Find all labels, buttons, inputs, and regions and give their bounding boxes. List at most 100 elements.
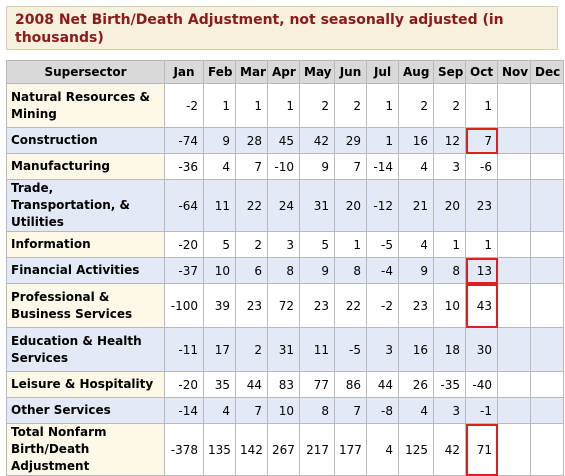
- cell-sep: 2: [433, 83, 466, 128]
- cell-jan: -2: [164, 83, 204, 128]
- column-header-may: May: [299, 60, 335, 84]
- cell-may: 9: [299, 153, 335, 180]
- cell-may: 5: [299, 231, 335, 258]
- cell-jul: -14: [366, 153, 399, 180]
- cell-jul: -5: [366, 231, 399, 258]
- cell-apr: 10: [267, 397, 300, 424]
- cell-nov: [497, 231, 531, 258]
- column-header-feb: Feb: [203, 60, 236, 84]
- cell-aug: 4: [398, 231, 434, 258]
- cell-jul: 4: [366, 423, 399, 476]
- cell-jul: 1: [366, 83, 399, 128]
- cell-jan: -64: [164, 179, 204, 232]
- cell-jul: -12: [366, 179, 399, 232]
- cell-dec: [530, 153, 564, 180]
- cell-jul: -2: [366, 283, 399, 328]
- cell-oct: -40: [465, 371, 498, 398]
- cell-jun: 8: [334, 257, 367, 284]
- cell-jan: -20: [164, 231, 204, 258]
- column-header-jun: Jun: [334, 60, 367, 84]
- cell-jul: -8: [366, 397, 399, 424]
- cell-dec: [530, 231, 564, 258]
- cell-may: 42: [299, 127, 335, 154]
- column-header-apr: Apr: [267, 60, 300, 84]
- cell-dec: [530, 179, 564, 232]
- cell-jan: -11: [164, 327, 204, 372]
- column-header-jul: Jul: [366, 60, 399, 84]
- table-row-education-and-health-services: Education & Health Services -11 17 2 31 11 -5 3…: [6, 327, 564, 372]
- cell-jul: -4: [366, 257, 399, 284]
- cell-oct: 43: [465, 283, 498, 328]
- cell-apr: 3: [267, 231, 300, 258]
- cell-jun: 86: [334, 371, 367, 398]
- cell-jan: -378: [164, 423, 204, 476]
- column-header-sep: Sep: [433, 60, 466, 84]
- cell-nov: [497, 83, 531, 128]
- table-row-trade-transportation-and-utilities: Trade, Transportation, & Utilities -64 11 2…: [6, 179, 564, 232]
- cell-oct: 1: [465, 83, 498, 128]
- cell-apr: -10: [267, 153, 300, 180]
- cell-jul: 3: [366, 327, 399, 372]
- table-row-manufacturing: Manufacturing -36 4 7 -10 9 7 -14 4 3 -6: [6, 153, 564, 180]
- column-header-jan: Jan: [164, 60, 204, 84]
- cell-jun: 7: [334, 153, 367, 180]
- cell-mar: 44: [235, 371, 268, 398]
- cell-mar: 7: [235, 153, 268, 180]
- cell-dec: [530, 327, 564, 372]
- cell-feb: 5: [203, 231, 236, 258]
- table-row-professional-and-business-services: Professional & Business Services -100 39 23…: [6, 283, 564, 328]
- cell-feb: 4: [203, 153, 236, 180]
- cell-sep: -35: [433, 371, 466, 398]
- cell-nov: [497, 283, 531, 328]
- cell-mar: 28: [235, 127, 268, 154]
- cell-dec: [530, 127, 564, 154]
- cell-may: 9: [299, 257, 335, 284]
- cell-jun: 2: [334, 83, 367, 128]
- cell-nov: [497, 423, 531, 476]
- cell-jun: 29: [334, 127, 367, 154]
- table-row-other-services: Other Services -14 4 7 10 8 7 -8 4 3 -1: [6, 397, 564, 424]
- column-header-aug: Aug: [398, 60, 434, 84]
- cell-sep: 20: [433, 179, 466, 232]
- cell-sep: 3: [433, 397, 466, 424]
- row-label: Trade, Transportation, & Utilities: [6, 179, 165, 232]
- row-label: Leisure & Hospitality: [6, 371, 165, 398]
- cell-nov: [497, 397, 531, 424]
- cell-feb: 135: [203, 423, 236, 476]
- cell-nov: [497, 127, 531, 154]
- cell-nov: [497, 179, 531, 232]
- table-row-financial-activities: Financial Activities -37 10 6 8 9 8 -4 9 8 13: [6, 257, 564, 284]
- cell-nov: [497, 257, 531, 284]
- cell-oct: 13: [465, 257, 498, 284]
- column-header-dec: Dec: [530, 60, 564, 84]
- cell-jul: 44: [366, 371, 399, 398]
- cell-nov: [497, 327, 531, 372]
- cell-mar: 6: [235, 257, 268, 284]
- cell-apr: 72: [267, 283, 300, 328]
- cell-mar: 1: [235, 83, 268, 128]
- cell-aug: 21: [398, 179, 434, 232]
- cell-jun: 7: [334, 397, 367, 424]
- table-row-construction: Construction -74 9 28 45 42 29 1 16 12 7: [6, 127, 564, 154]
- cell-feb: 17: [203, 327, 236, 372]
- cell-mar: 2: [235, 231, 268, 258]
- cell-may: 77: [299, 371, 335, 398]
- cell-feb: 1: [203, 83, 236, 128]
- cell-sep: 3: [433, 153, 466, 180]
- cell-apr: 267: [267, 423, 300, 476]
- column-header-nov: Nov: [497, 60, 531, 84]
- cell-aug: 4: [398, 397, 434, 424]
- cell-apr: 45: [267, 127, 300, 154]
- cell-apr: 1: [267, 83, 300, 128]
- column-header-oct: Oct: [465, 60, 498, 84]
- row-label: Information: [6, 231, 165, 258]
- cell-aug: 4: [398, 153, 434, 180]
- cell-dec: [530, 371, 564, 398]
- cell-feb: 39: [203, 283, 236, 328]
- row-label: Total Nonfarm Birth/Death Adjustment: [6, 423, 165, 476]
- cell-mar: 22: [235, 179, 268, 232]
- title-box: 2008 Net Birth/Death Adjustment, not sea…: [6, 6, 558, 50]
- cell-may: 217: [299, 423, 335, 476]
- cell-jun: 22: [334, 283, 367, 328]
- cell-oct: 71: [465, 423, 498, 476]
